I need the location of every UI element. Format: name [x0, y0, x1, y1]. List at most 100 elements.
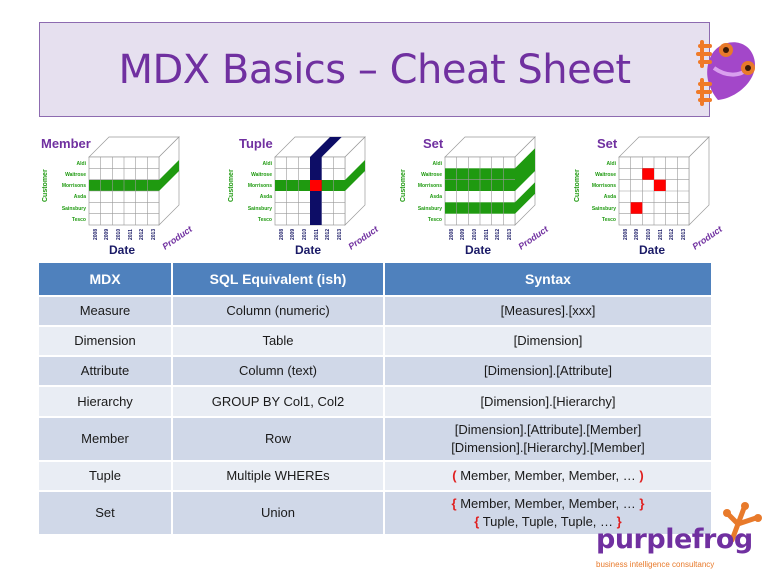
mdx-cell: Tuple — [39, 461, 173, 492]
title-banner: MDX Basics – Cheat Sheet — [39, 22, 710, 117]
column-header-sql: SQL Equivalent (ish) — [172, 263, 385, 297]
svg-text:Sainsbury: Sainsbury — [418, 206, 442, 212]
sql-cell: Row — [172, 417, 385, 462]
cube-title: Set — [597, 136, 618, 151]
mdx-cell: Member — [39, 417, 173, 462]
syntax-cell: [Dimension].[Hierarchy] — [384, 386, 711, 418]
cube-title: Set — [423, 136, 444, 151]
syntax-cell: [Dimension].[Attribute] — [384, 356, 711, 387]
svg-text:2010: 2010 — [646, 229, 652, 240]
svg-text:2012: 2012 — [495, 229, 501, 240]
svg-text:Aldi: Aldi — [607, 161, 617, 167]
svg-text:Date: Date — [465, 243, 491, 257]
svg-text:2008: 2008 — [623, 229, 629, 240]
svg-text:2010: 2010 — [302, 229, 308, 240]
table-row: Measure Column (numeric) [Measures].[xxx… — [39, 296, 711, 327]
svg-text:Customer: Customer — [400, 169, 407, 202]
column-header-mdx: MDX — [39, 263, 173, 297]
svg-text:2009: 2009 — [104, 229, 110, 240]
cube-title: Member — [41, 136, 91, 151]
close-brace: } — [616, 514, 622, 529]
svg-text:2011: 2011 — [314, 229, 320, 240]
close-paren: ) — [639, 468, 644, 483]
syntax-line: [Dimension].[Attribute].[Member] — [454, 422, 642, 437]
logo-wordmark: purplefrog — [596, 524, 753, 555]
svg-text:Aldi: Aldi — [77, 161, 87, 167]
svg-text:Date: Date — [295, 243, 321, 257]
svg-text:Asda: Asda — [74, 194, 86, 200]
table-row: Member Row [Dimension].[Attribute].[Memb… — [39, 417, 711, 462]
syntax-cell: { Member, Member, Member, … } { Tuple, T… — [384, 491, 711, 536]
svg-text:Customer: Customer — [228, 169, 235, 202]
svg-text:Morrisons: Morrisons — [248, 183, 272, 189]
table-row: Tuple Multiple WHEREs ( Member, Member, … — [39, 461, 711, 492]
svg-text:Asda: Asda — [260, 194, 272, 200]
svg-text:Asda: Asda — [430, 194, 442, 200]
table-header-row: MDX SQL Equivalent (ish) Syntax — [39, 263, 711, 297]
svg-text:Aldi: Aldi — [433, 161, 443, 167]
svg-text:Sainsbury: Sainsbury — [248, 206, 272, 212]
svg-text:2009: 2009 — [460, 229, 466, 240]
syntax-line: { Tuple, Tuple, Tuple, … } — [389, 513, 707, 531]
open-paren: ( — [452, 468, 457, 483]
syntax-body: Member, Member, Member, … — [456, 468, 640, 483]
mdx-cell: Attribute — [39, 356, 173, 387]
svg-text:2010: 2010 — [116, 229, 122, 240]
sql-cell: Column (text) — [172, 356, 385, 387]
svg-text:Morrisons: Morrisons — [592, 183, 616, 189]
syntax-body: Tuple, Tuple, Tuple, … — [479, 514, 617, 529]
svg-text:Sainsbury: Sainsbury — [62, 206, 86, 212]
mdx-cell: Measure — [39, 296, 173, 327]
sql-cell: Column (numeric) — [172, 296, 385, 327]
svg-text:Date: Date — [109, 243, 135, 257]
cube-diagram-member: Member Aldi Waitrose Morrisons Asda Sainsbur… — [37, 132, 207, 258]
svg-text:Waitrose: Waitrose — [251, 172, 272, 178]
svg-text:Tesco: Tesco — [602, 217, 616, 223]
svg-text:Aldi: Aldi — [263, 161, 273, 167]
column-header-syntax: Syntax — [384, 263, 711, 297]
open-brace: { — [451, 496, 457, 511]
svg-text:Product: Product — [346, 223, 380, 251]
svg-text:2013: 2013 — [337, 229, 343, 240]
svg-text:2008: 2008 — [93, 229, 99, 240]
syntax-body: Member, Member, Member, … — [456, 496, 640, 511]
svg-text:Tesco: Tesco — [72, 217, 86, 223]
frog-mascot-icon — [688, 28, 766, 110]
open-brace: { — [474, 514, 480, 529]
svg-text:Product: Product — [690, 223, 724, 251]
purplefrog-logo: purplefrog business intelligence consult… — [592, 500, 768, 576]
svg-text:Morrisons: Morrisons — [62, 183, 86, 189]
syntax-cell: [Measures].[xxx] — [384, 296, 711, 327]
svg-text:Asda: Asda — [604, 194, 616, 200]
svg-text:Customer: Customer — [42, 169, 49, 202]
svg-text:2012: 2012 — [325, 229, 331, 240]
mdx-cell: Hierarchy — [39, 386, 173, 418]
mdx-cell: Dimension — [39, 326, 173, 357]
svg-text:2008: 2008 — [449, 229, 455, 240]
svg-text:Tesco: Tesco — [258, 217, 272, 223]
svg-text:Customer: Customer — [574, 169, 581, 202]
syntax-cell: ( Member, Member, Member, … ) — [384, 461, 711, 492]
svg-text:2009: 2009 — [290, 229, 296, 240]
sql-cell: Union — [172, 491, 385, 536]
cube-diagram-set-cells: Set Aldi Waitrose Morrisons Asda Sainsbury Te… — [567, 132, 737, 258]
svg-text:Product: Product — [160, 223, 194, 251]
mdx-cheat-sheet-table: MDX SQL Equivalent (ish) Syntax Measure … — [39, 263, 711, 536]
table-row: Dimension Table [Dimension] — [39, 326, 711, 357]
svg-text:2011: 2011 — [658, 229, 664, 240]
svg-text:2012: 2012 — [139, 229, 145, 240]
sql-cell: Multiple WHEREs — [172, 461, 385, 492]
svg-text:Tesco: Tesco — [428, 217, 442, 223]
svg-text:Waitrose: Waitrose — [421, 172, 442, 178]
svg-text:Date: Date — [639, 243, 665, 257]
svg-text:2011: 2011 — [128, 229, 134, 240]
svg-text:Morrisons: Morrisons — [418, 183, 442, 189]
svg-text:Sainsbury: Sainsbury — [592, 206, 616, 212]
cube-diagram-tuple: Tuple Aldi Waitrose Morrisons Asda Sainsbury… — [213, 132, 383, 258]
cube-title: Tuple — [239, 136, 273, 151]
table-row: Set Union { Member, Member, Member, … } … — [39, 491, 711, 536]
svg-text:2013: 2013 — [507, 229, 513, 240]
syntax-cell: [Dimension].[Attribute].[Member] [Dimens… — [384, 417, 711, 462]
logo-tagline: business intelligence consultancy — [596, 560, 715, 569]
close-brace: } — [639, 496, 645, 511]
